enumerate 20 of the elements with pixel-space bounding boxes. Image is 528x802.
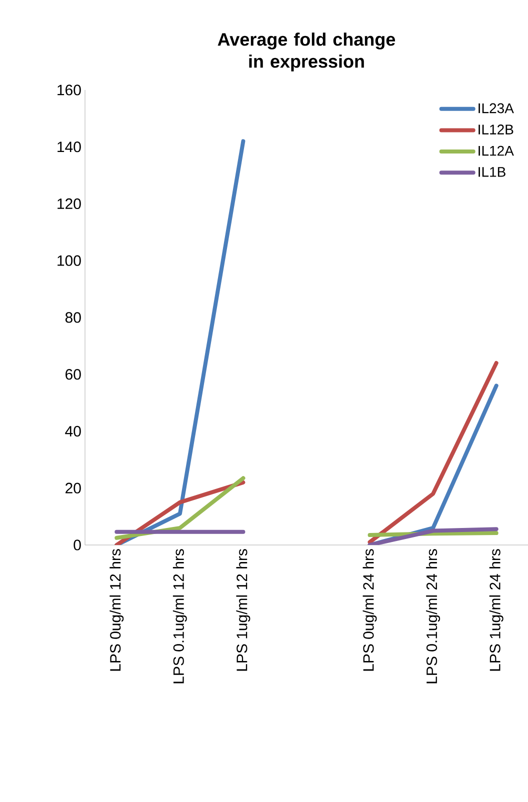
- legend-label: IL23A: [478, 103, 514, 114]
- y-tick-label: 60: [66, 369, 81, 380]
- chart-title: Average fold change in expression: [218, 32, 396, 72]
- legend-label: IL12A: [478, 146, 514, 156]
- legend-label: IL12B: [478, 124, 514, 134]
- y-tick-label: 100: [58, 255, 81, 266]
- x-tick-label: LPS 0.1ug/ml 24 hrs: [426, 549, 440, 684]
- x-tick-label: LPS 0.1ug/ml 12 hrs: [172, 549, 187, 684]
- legend-label: IL1B: [478, 167, 506, 177]
- y-tick-label: 0: [74, 540, 81, 550]
- x-tick-label: LPS 0ug/ml 24 hrs: [362, 549, 377, 671]
- y-tick-label: 40: [65, 426, 81, 437]
- x-tick-label: LPS 1ug/ml 12 hrs: [236, 549, 250, 671]
- y-tick-label: 120: [58, 198, 81, 210]
- x-tick-label: LPS 1ug/ml 24 hrs: [489, 549, 504, 671]
- y-tick-label: 140: [58, 142, 81, 152]
- x-tick-label: LPS 0ug/ml 12 hrs: [110, 549, 124, 671]
- y-tick-label: 160: [58, 84, 81, 96]
- y-tick-label: 80: [65, 312, 81, 323]
- y-tick-label: 20: [66, 482, 81, 494]
